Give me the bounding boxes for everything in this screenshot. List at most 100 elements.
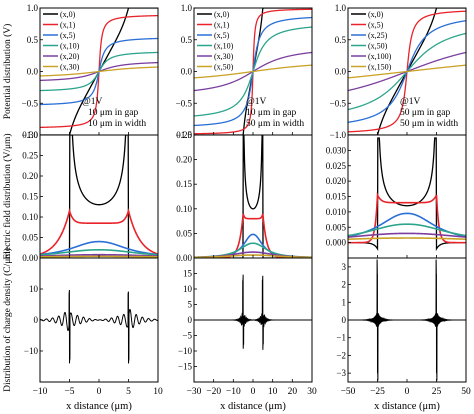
field-line-0 [40, 135, 158, 258]
legend-label: (x,0) [368, 10, 384, 19]
annotation-line: @1V [246, 97, 266, 107]
y-tick-label: 0.25 [22, 151, 38, 161]
panel-frame [193, 134, 313, 259]
x-tick-label: −10 [226, 387, 241, 397]
y-axis-label-row1: Electric field distribution (V/μm) [2, 133, 13, 259]
annotation-line: 50 μm in width [400, 119, 458, 129]
y-tick-label: 0.5 [27, 35, 39, 45]
legend-label: (x,5) [60, 31, 76, 40]
y-tick-label: 0.10 [176, 204, 192, 214]
y-tick-label: −0.5 [176, 98, 193, 108]
legend-label: (x,100) [368, 52, 392, 61]
y-tick-label: 0 [188, 315, 193, 325]
y-tick-label: 0.05 [176, 228, 192, 238]
legend-label: (x,20) [60, 52, 80, 61]
panel-r2-c1: −15 −10 −5 0 5 10 15 [178, 257, 313, 383]
field-line-1 [348, 191, 466, 244]
annotation-line: @1V [400, 97, 420, 107]
y-tick-label: 0.010 [326, 207, 347, 217]
panel-r1-c2: 0.000 0.005 0.010 0.015 0.020 0.025 0.030 [326, 134, 467, 259]
x-tick-label: 0 [251, 387, 256, 397]
legend-label: (x,30) [214, 52, 234, 61]
field-line-1 [40, 207, 158, 255]
y-tick-label: 0.0 [335, 67, 347, 77]
panel-r1-c0: 0.00 0.05 0.10 0.15 0.20 0.25 0.30 [22, 130, 159, 263]
y-tick-label: 0.25 [176, 130, 192, 140]
y-tick-label: −5 [182, 331, 192, 341]
panel-r2-c0: −10 0 10 [24, 257, 159, 383]
legend-label: (x,1) [60, 21, 76, 30]
panel-r2-c2: −3 −2 −1 0 1 2 3 [336, 257, 467, 383]
y-tick-label: 3 [342, 262, 347, 272]
x-tick-label: 5 [126, 387, 131, 397]
field-line-5 [348, 237, 466, 241]
y-tick-label: 0 [342, 315, 347, 325]
y-tick-label: 15 [183, 269, 193, 279]
legend-label: (x,50) [214, 63, 234, 72]
y-tick-label: −10 [24, 346, 39, 356]
legend-col1: (x,0) (x,1)(x,5) (x,10)(x,30) (x,50) [197, 10, 234, 72]
y-tick-label: 0.00 [22, 253, 38, 263]
y-tick-label: 0 [34, 315, 39, 325]
y-tick-label: −1.0 [22, 130, 39, 140]
y-tick-label: 0.10 [22, 212, 38, 222]
y-tick-label: 5 [188, 300, 193, 310]
legend-label: (x,10) [60, 42, 80, 51]
annotation-line: 10 μm in width [88, 119, 146, 129]
y-tick-label: −1 [336, 333, 346, 343]
y-tick-label: 0.0 [181, 67, 193, 77]
x-axis-label: x distance (μm) [66, 401, 132, 412]
field-line-4 [348, 232, 466, 238]
y-tick-label: −10 [178, 346, 193, 356]
legend-label: (x,5) [214, 31, 230, 40]
legend-col2: (x,0) (x,5)(x,25) (x,50)(x,100) (x,150) [351, 10, 392, 72]
legend-label: (x,30) [60, 63, 80, 72]
y-tick-label: 0.20 [22, 171, 38, 181]
x-axis-label: x distance (μm) [220, 401, 286, 412]
y-tick-label: 1 [342, 297, 347, 307]
x-tick-label: −20 [206, 387, 221, 397]
x-tick-label: −10 [33, 387, 48, 397]
legend-label: (x,50) [368, 42, 388, 51]
potential-line-5 [40, 66, 158, 77]
field-line-4 [40, 253, 158, 257]
x-tick-label: −30 [187, 387, 202, 397]
y-axis-label-row2: Distribution of charge density (C/μm) [2, 248, 13, 392]
x-tick-label: 20 [288, 387, 298, 397]
y-tick-label: 1.0 [335, 3, 347, 13]
y-tick-label: 0.5 [335, 35, 347, 45]
y-tick-label: 0.15 [176, 179, 192, 189]
legend-label: (x,1) [214, 21, 230, 30]
y-tick-label: −1.0 [176, 130, 193, 140]
annotation-line: 10 μm in gap [246, 108, 296, 118]
panel-r1-c1: 0.00 0.05 0.10 0.15 0.20 0.25 [176, 130, 313, 263]
y-tick-label: −2 [336, 350, 346, 360]
x-tick-label: −5 [64, 387, 74, 397]
field-line-2 [194, 233, 312, 258]
legend-label: (x,10) [214, 42, 234, 51]
x-tick-label: 50 [461, 387, 471, 397]
potential-line-5 [348, 64, 466, 79]
y-tick-label: 0.000 [326, 238, 347, 248]
y-tick-label: 0.020 [326, 176, 347, 186]
y-tick-label: 0.20 [176, 155, 192, 165]
y-tick-label: −1.0 [330, 130, 347, 140]
x-tick-label: −25 [370, 387, 385, 397]
field-line-0 [348, 137, 466, 252]
legend-label: (x,0) [214, 10, 230, 19]
panel-frame [347, 134, 467, 259]
legend-label: (x,150) [368, 63, 392, 72]
charge-line [40, 289, 158, 364]
y-tick-label: 0.5 [181, 35, 193, 45]
y-tick-label: 1.0 [27, 3, 39, 13]
y-tick-label: −0.5 [330, 98, 347, 108]
x-tick-label: −50 [341, 387, 356, 397]
annotation-line: 50 μm in width [246, 119, 304, 129]
x-tick-label: 25 [432, 387, 442, 397]
x-tick-label: 30 [307, 387, 317, 397]
y-tick-label: 0.30 [22, 130, 38, 140]
